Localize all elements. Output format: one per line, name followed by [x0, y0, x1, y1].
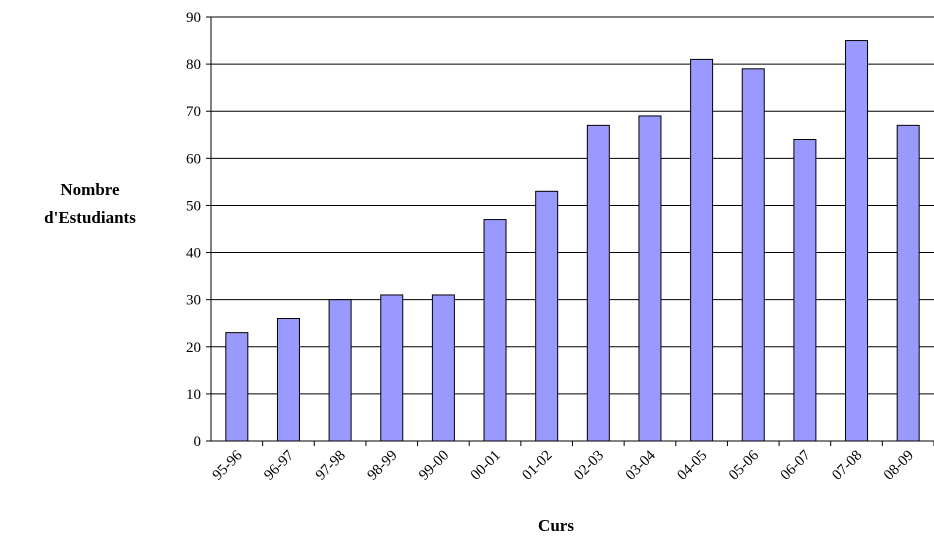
y-tick-label: 70	[186, 104, 201, 120]
x-tick-label: 00-01	[468, 448, 504, 484]
bar-04-05	[690, 58, 714, 442]
bar-06-07	[793, 138, 817, 442]
x-tick-label: 02-03	[571, 448, 607, 484]
bar-07-08	[845, 40, 869, 442]
x-tick-labels: 95-96 96-97 97-98 98-99 99-00 00-01 01-02 02-03…	[210, 441, 934, 484]
y-axis-title-line-2: d'Estudiants	[44, 208, 136, 227]
x-tick-label: 08-09	[881, 448, 917, 484]
y-tick-label: 0	[194, 434, 202, 450]
x-tick-label: 06-07	[778, 447, 814, 483]
y-axis-title-line-1: Nombre	[60, 180, 120, 199]
y-tick-label: 10	[186, 387, 201, 403]
x-tick-label: 99-00	[416, 448, 452, 484]
bar-02-03	[586, 124, 610, 442]
bar-97-98	[328, 299, 352, 442]
x-tick-label: 96-97	[261, 447, 297, 483]
x-tick-label: 07-08	[829, 448, 865, 484]
y-tick-label: 30	[186, 293, 201, 309]
bar-99-00	[431, 294, 455, 442]
bar-08-09	[896, 124, 920, 442]
x-tick-label: 98-99	[365, 448, 401, 484]
bar-05-06	[741, 68, 765, 442]
x-axis-title: Curs	[538, 516, 574, 535]
x-tick-label: 01-02	[519, 448, 555, 484]
x-tick-label: 03-04	[623, 447, 659, 483]
x-tick-label: 04-05	[674, 448, 710, 484]
bar-98-99	[380, 294, 404, 442]
bar-03-04	[638, 115, 662, 442]
y-tick-label: 80	[186, 57, 201, 73]
y-tick-label: 20	[186, 340, 201, 356]
bar-01-02	[535, 190, 559, 442]
y-tick-label: 40	[186, 246, 201, 262]
y-tick-label: 50	[186, 198, 201, 214]
x-tick-label: 97-98	[313, 448, 349, 484]
bar-95-96	[225, 332, 249, 442]
y-tick-label: 90	[186, 10, 201, 26]
y-tick-labels: 0 10 20 30 40 50 60 70 80 90	[186, 10, 211, 450]
x-tick-label: 95-96	[210, 447, 246, 483]
x-tick-label: 05-06	[726, 447, 762, 483]
bar-00-01	[483, 219, 507, 442]
y-tick-label: 60	[186, 151, 201, 167]
gridlines	[211, 16, 934, 395]
bar-96-97	[276, 318, 300, 442]
bars	[225, 40, 920, 442]
